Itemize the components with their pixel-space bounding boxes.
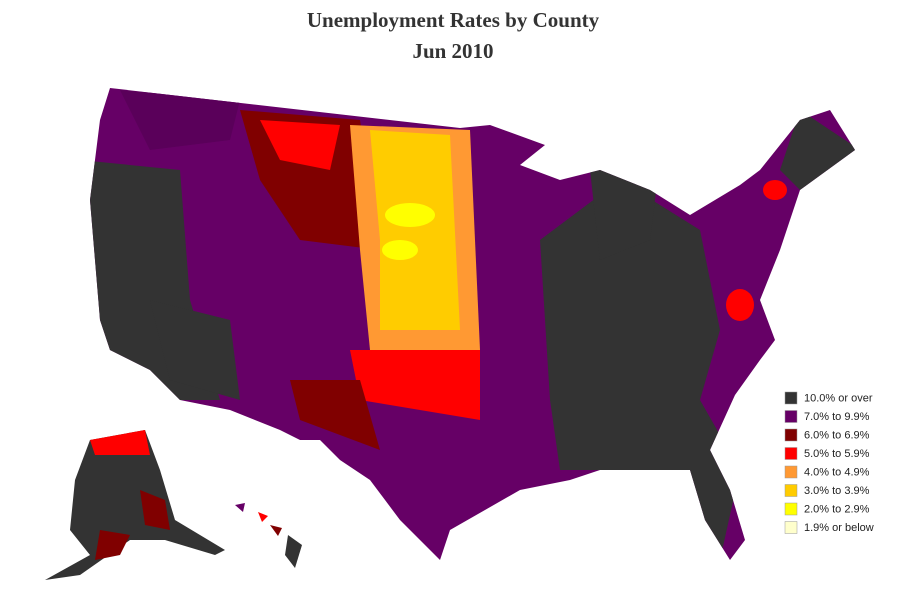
legend-label: 1.9% or below: [804, 522, 874, 534]
region: [382, 240, 418, 260]
region: [370, 130, 460, 330]
legend-label: 7.0% to 9.9%: [804, 411, 870, 423]
region: [150, 300, 240, 400]
legend-label: 4.0% to 4.9%: [804, 466, 870, 478]
legend-label: 6.0% to 6.9%: [804, 429, 870, 441]
legend-swatch: [784, 410, 798, 423]
legend-swatch: [784, 465, 798, 479]
legend-swatch: [784, 447, 798, 460]
region: [260, 120, 340, 170]
legend-swatch: [784, 484, 798, 497]
region: [540, 180, 740, 560]
map-subtitle: Jun 2010: [412, 39, 493, 63]
region: [780, 110, 855, 190]
legend-label: 2.0% to 2.9%: [804, 503, 870, 515]
map-title: Unemployment Rates by County: [307, 8, 600, 32]
hawaii: [235, 503, 302, 568]
legend-label: 5.0% to 5.9%: [804, 448, 870, 460]
region: [385, 203, 435, 227]
legend-swatch: [784, 502, 798, 516]
legend-label: 3.0% to 3.9%: [804, 485, 870, 497]
region: [763, 180, 787, 200]
legend-swatch: [784, 521, 798, 534]
region: [350, 350, 480, 420]
region: [120, 90, 240, 150]
region: [726, 289, 754, 321]
legend-swatch: [784, 391, 798, 405]
alaska: [45, 430, 225, 580]
legend-swatch: [784, 428, 798, 442]
legend: 10.0% or over 7.0% to 9.9% 6.0% to 6.9% 5.0…: [784, 391, 874, 534]
contiguous-states: [90, 88, 855, 560]
region: [290, 380, 380, 450]
legend-label: 10.0% or over: [804, 392, 873, 404]
